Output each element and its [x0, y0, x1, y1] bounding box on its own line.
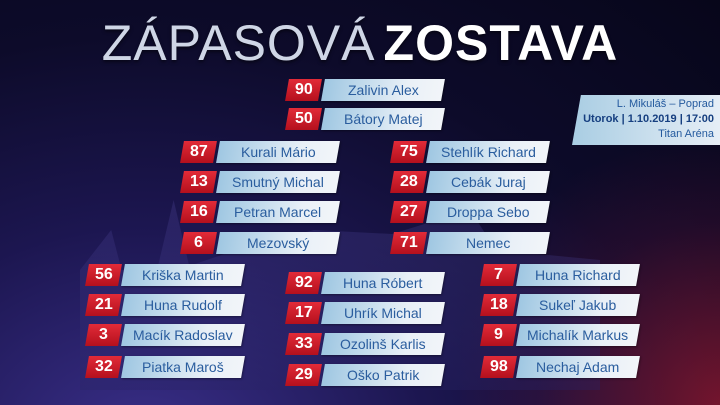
player-number: 90 — [294, 81, 313, 98]
player-number-box: 71 — [390, 232, 427, 254]
player-name-box: Nechaj Adam — [516, 356, 640, 378]
player-number: 21 — [94, 296, 113, 313]
player-number-box: 56 — [85, 264, 122, 286]
player-number: 9 — [494, 326, 503, 343]
player-number-box: 90 — [285, 79, 322, 101]
player-name-box: Nemec — [426, 232, 550, 254]
player-name-box: Cebák Juraj — [426, 171, 550, 193]
player-number: 3 — [99, 326, 108, 343]
player-number-box: 75 — [390, 141, 427, 163]
player-name: Piatka Maroš — [142, 359, 224, 375]
player-number: 13 — [189, 173, 208, 190]
player-name: Bátory Matej — [343, 111, 423, 127]
player-name: Michalík Markus — [527, 327, 629, 343]
player-name: Zalivin Alex — [347, 82, 419, 98]
player-name: Smutný Michal — [232, 174, 324, 190]
player-number: 18 — [489, 296, 508, 313]
player-number: 16 — [189, 203, 208, 220]
player-name-box: Droppa Sebo — [426, 201, 550, 223]
player-name-box: Kurali Mário — [216, 141, 340, 163]
player-name: Cebák Juraj — [450, 174, 526, 190]
player-name: Mezovský — [246, 235, 310, 251]
player-number: 17 — [294, 304, 313, 321]
player-name: Huna Richard — [535, 267, 621, 283]
player-name-box: Smutný Michal — [216, 171, 340, 193]
player-name-box: Kriška Martin — [121, 264, 245, 286]
player-number-box: 17 — [285, 302, 322, 324]
player-number-box: 7 — [480, 264, 517, 286]
player-number: 87 — [189, 143, 208, 160]
title-bold: ZOSTAVA — [383, 15, 619, 71]
player-number-box: 29 — [285, 364, 322, 386]
player-number: 28 — [399, 173, 418, 190]
player-number-box: 33 — [285, 333, 322, 355]
player-name-box: Mezovský — [216, 232, 340, 254]
page-title: ZÁPASOVÁ ZOSTAVA — [0, 14, 720, 72]
player-number-box: 50 — [285, 108, 322, 130]
player-number-box: 27 — [390, 201, 427, 223]
player-name: Petran Marcel — [234, 204, 322, 220]
player-number: 56 — [94, 266, 113, 283]
player-name: Oško Patrik — [346, 367, 420, 383]
player-number-box: 28 — [390, 171, 427, 193]
player-name-box: Huna Rudolf — [121, 294, 245, 316]
player-name-box: Sukeľ Jakub — [516, 294, 640, 316]
player-name: Kurali Mário — [240, 144, 316, 160]
player-name-box: Bátory Matej — [321, 108, 445, 130]
player-name: Ozolinš Karlis — [340, 336, 426, 352]
player-number-box: 21 — [85, 294, 122, 316]
player-name: Nechaj Adam — [536, 359, 620, 375]
player-number: 33 — [294, 335, 313, 352]
player-number-box: 3 — [85, 324, 122, 346]
player-number: 29 — [294, 366, 313, 383]
player-number-box: 87 — [180, 141, 217, 163]
player-name-box: Macík Radoslav — [121, 324, 245, 346]
player-name-box: Piatka Maroš — [121, 356, 245, 378]
player-name-box: Michalík Markus — [516, 324, 640, 346]
title-light: ZÁPASOVÁ — [101, 15, 376, 71]
player-number: 71 — [399, 234, 418, 251]
player-number: 75 — [399, 143, 418, 160]
player-name-box: Zalivin Alex — [321, 79, 445, 101]
player-number-box: 98 — [480, 356, 517, 378]
player-name: Uhrík Michal — [344, 305, 422, 321]
player-number: 98 — [489, 358, 508, 375]
player-name-box: Oško Patrik — [321, 364, 445, 386]
player-name: Droppa Sebo — [446, 204, 530, 220]
player-name: Sukeľ Jakub — [539, 297, 617, 313]
player-name-box: Ozolinš Karlis — [321, 333, 445, 355]
player-name: Huna Róbert — [343, 275, 423, 291]
player-name: Stehlík Richard — [440, 144, 536, 160]
match-datetime: Utorok | 1.10.2019 | 17:00 — [583, 113, 714, 125]
player-number-box: 6 — [180, 232, 217, 254]
player-name: Nemec — [465, 235, 511, 251]
player-name: Kriška Martin — [142, 267, 224, 283]
player-number: 6 — [194, 234, 203, 251]
player-name-box: Stehlík Richard — [426, 141, 550, 163]
match-venue: Titan Aréna — [658, 128, 714, 140]
player-number-box: 18 — [480, 294, 517, 316]
player-name: Huna Rudolf — [144, 297, 222, 313]
player-number: 27 — [399, 203, 418, 220]
match-teams: L. Mikuláš – Poprad — [616, 98, 714, 110]
player-number: 32 — [94, 358, 113, 375]
player-name-box: Uhrík Michal — [321, 302, 445, 324]
player-number-box: 9 — [480, 324, 517, 346]
player-number: 50 — [294, 110, 313, 127]
player-name: Macík Radoslav — [133, 327, 233, 343]
player-name-box: Huna Richard — [516, 264, 640, 286]
player-number: 92 — [294, 274, 313, 291]
player-number-box: 32 — [85, 356, 122, 378]
player-name-box: Petran Marcel — [216, 201, 340, 223]
player-number-box: 16 — [180, 201, 217, 223]
player-name-box: Huna Róbert — [321, 272, 445, 294]
player-number-box: 92 — [285, 272, 322, 294]
player-number: 7 — [494, 266, 503, 283]
match-info: L. Mikuláš – Poprad Utorok | 1.10.2019 |… — [572, 95, 720, 145]
player-number-box: 13 — [180, 171, 217, 193]
